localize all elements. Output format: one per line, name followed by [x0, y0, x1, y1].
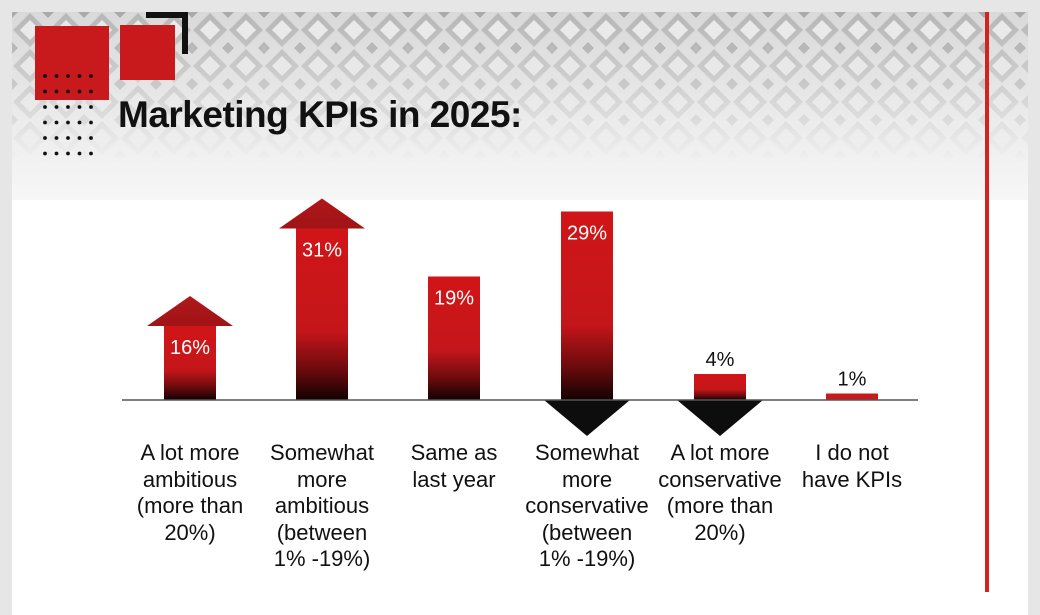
value-label: 29% [567, 223, 607, 245]
category-label: Same as last year [384, 440, 524, 493]
category-label-line: A lot more [670, 440, 770, 465]
bar-group: 31% [279, 198, 365, 400]
bar [296, 228, 348, 400]
value-label: 16% [170, 337, 210, 359]
category-label-line: (between [276, 519, 368, 545]
page-title: Marketing KPIs in 2025: [118, 94, 522, 135]
category-label-line: 20%) [164, 519, 216, 545]
category-label-line: 1% -19%) [273, 546, 371, 571]
bar-group: 19% [428, 276, 480, 400]
category-label: Somewhat more conservative (between 1% -19%) [517, 440, 657, 573]
bar-arrow-down-icon [544, 400, 630, 436]
decor-red-square-small [120, 25, 175, 80]
category-label-line: ambitious [142, 466, 238, 492]
category-label-line: more [561, 466, 613, 492]
category-label-line: have KPIs [801, 466, 903, 492]
category-label-line: (between [541, 519, 633, 545]
bar-group: 29% [544, 211, 630, 436]
category-label-line: 20%) [694, 519, 746, 545]
category-label-line: (more than [666, 493, 774, 518]
decor-dot-grid [43, 74, 93, 156]
bar-arrow-down-icon [677, 400, 763, 436]
diamond-pattern [12, 12, 1028, 162]
category-label-line: 1% -19%) [538, 546, 636, 571]
category-label: Somewhat more ambitious (between 1% -19%) [252, 440, 392, 573]
slide: 16% 31% 19% 29% 4% 1% Marketing KPIs in 2025:… [12, 12, 1028, 615]
bar-group: 4% [677, 349, 763, 436]
bar [694, 374, 746, 400]
bar-arrow-up-icon [279, 198, 365, 229]
category-label-line: Same as [410, 440, 498, 465]
category-label-line: ambitious [274, 493, 370, 518]
category-label-line: (more than [136, 493, 244, 518]
right-accent-line [985, 12, 989, 592]
category-label-line: Somewhat [535, 440, 639, 465]
value-label: 19% [434, 288, 474, 310]
bar-group: 16% [147, 296, 233, 400]
decor-black-corner [146, 12, 188, 54]
bar [826, 393, 878, 400]
category-label: A lot more ambitious (more than 20%) [120, 440, 260, 546]
chart-canvas: 16% 31% 19% 29% 4% 1% [12, 12, 1028, 592]
value-label: 31% [302, 240, 342, 262]
bar [561, 211, 613, 400]
category-label-line: more [296, 466, 348, 492]
category-label-line: last year [412, 466, 496, 492]
category-label-line: conservative [525, 493, 649, 518]
decor-red-square-large [35, 26, 109, 100]
category-label-line: A lot more [140, 440, 240, 465]
category-label-line: conservative [658, 466, 782, 492]
bar-group: 1% [826, 369, 878, 400]
category-label: A lot more conservative (more than 20%) [650, 440, 790, 546]
value-label: 4% [706, 349, 735, 371]
category-label: I do not have KPIs [782, 440, 922, 493]
value-label: 1% [838, 369, 867, 391]
category-label-line: Somewhat [270, 440, 374, 465]
bar-arrow-up-icon [147, 296, 233, 326]
category-label-line: I do not [815, 440, 889, 465]
bar [164, 326, 216, 400]
bar [428, 276, 480, 400]
